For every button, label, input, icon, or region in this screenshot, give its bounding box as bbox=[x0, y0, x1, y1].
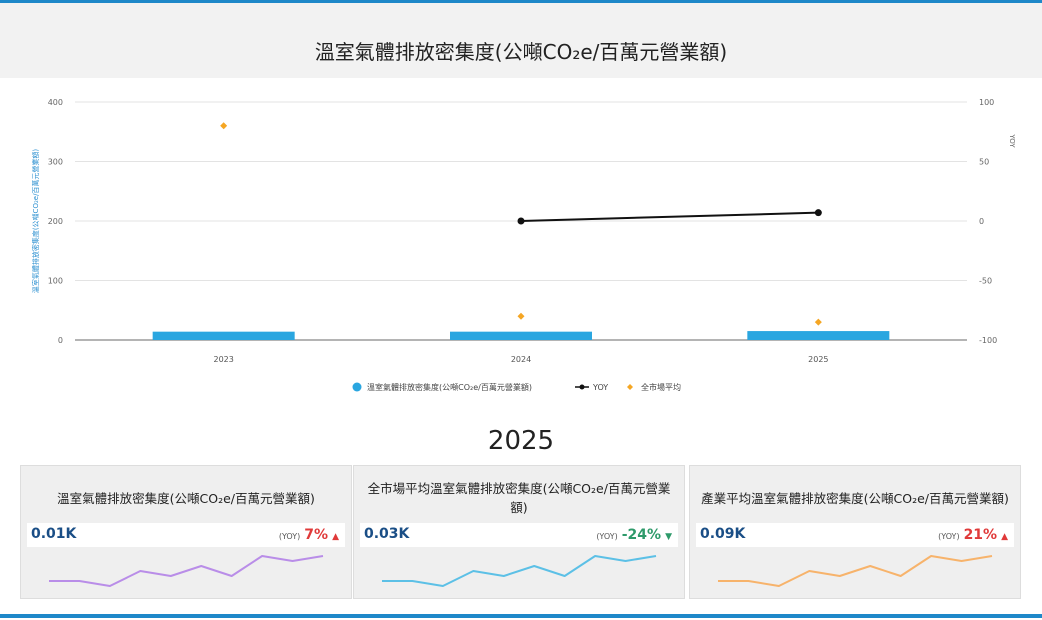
card-industry-average: 產業平均溫室氣體排放密集度(公噸CO₂e/百萬元營業額) 0.09K (YOY)… bbox=[689, 465, 1021, 599]
sparkline-path bbox=[49, 555, 324, 587]
y2-tick-label: -100 bbox=[979, 336, 997, 345]
trend-up-icon: ▲ bbox=[1001, 532, 1008, 542]
legend-label: 全市場平均 bbox=[641, 382, 681, 392]
card-title: 產業平均溫室氣體排放密集度(公噸CO₂e/百萬元營業額) bbox=[701, 490, 1009, 506]
main-chart: 0 100 200 300 400 -100 -50 0 50 100 2023 2024 2025 溫室… bbox=[31, 98, 1016, 392]
bottom-accent-bar bbox=[0, 614, 1042, 618]
bar bbox=[152, 331, 295, 340]
card-value: 0.03K bbox=[364, 526, 410, 542]
card-value-row: 0.01K (YOY) 7% ▲ bbox=[27, 523, 345, 547]
legend-line-marker bbox=[579, 384, 585, 390]
year-heading: 2025 bbox=[487, 426, 555, 456]
sparkline-path bbox=[718, 555, 993, 587]
y2-axis-label: YOY bbox=[1008, 133, 1016, 148]
y-axis-label: 溫室氣體排放密集度(公噸CO₂e/百萬元營業額) bbox=[31, 149, 40, 294]
card-title: 溫室氣體排放密集度(公噸CO₂e/百萬元營業額) bbox=[57, 490, 315, 506]
card-market-average: 全市場平均溫室氣體排放密集度(公噸CO₂e/百萬元營業額) 0.03K (YOY… bbox=[353, 465, 685, 599]
yoy-group: (YOY) 7% ▲ bbox=[279, 527, 339, 543]
sparkline bbox=[718, 555, 993, 587]
yoy-value: 7% bbox=[304, 527, 329, 543]
y-tick-label: 0 bbox=[58, 336, 63, 345]
yoy-label: (YOY) bbox=[596, 532, 618, 541]
y-tick-label: 400 bbox=[48, 98, 63, 107]
legend: 溫室氣體排放密集度(公噸CO₂e/百萬元營業額) YOY 全市場平均 bbox=[352, 382, 681, 392]
page-title: 溫室氣體排放密集度(公噸CO₂e/百萬元營業額) bbox=[314, 40, 728, 64]
card-value: 0.09K bbox=[700, 526, 746, 542]
card-value-row: 0.09K (YOY) 21% ▲ bbox=[696, 523, 1014, 547]
card-value: 0.01K bbox=[31, 526, 77, 542]
legend-diamond-icon bbox=[627, 384, 633, 390]
market-average-point bbox=[220, 122, 228, 130]
y2-tick-label: 100 bbox=[979, 98, 994, 107]
y-tick-label: 300 bbox=[48, 158, 63, 167]
y2-tick-label: -50 bbox=[979, 277, 992, 286]
y2-tick-label: 0 bbox=[979, 217, 984, 226]
yoy-value: 21% bbox=[963, 527, 998, 543]
yoy-group: (YOY) 21% ▲ bbox=[938, 527, 1008, 543]
yoy-label: (YOY) bbox=[938, 532, 960, 541]
y2-tick-label: 50 bbox=[979, 158, 989, 167]
bar bbox=[450, 331, 592, 340]
x-tick-label: 2023 bbox=[213, 355, 233, 364]
legend-label: 溫室氣體排放密集度(公噸CO₂e/百萬元營業額) bbox=[367, 382, 532, 392]
bar bbox=[747, 331, 890, 340]
market-average-point bbox=[517, 312, 525, 320]
x-tick-label: 2024 bbox=[511, 355, 531, 364]
yoy-value: -24% bbox=[621, 527, 662, 543]
yoy-point bbox=[517, 217, 525, 225]
yoy-point bbox=[814, 209, 822, 217]
card-value-row: 0.03K (YOY) -24% ▼ bbox=[360, 523, 678, 547]
trend-up-icon: ▲ bbox=[332, 532, 339, 542]
sparkline bbox=[49, 555, 324, 587]
yoy-group: (YOY) -24% ▼ bbox=[596, 527, 672, 543]
card-title: 全市場平均溫室氣體排放密集度(公噸CO₂e/百萬元營業額) bbox=[367, 481, 671, 515]
sparkline bbox=[382, 555, 657, 587]
trend-down-icon: ▼ bbox=[665, 532, 672, 542]
legend-bar-icon bbox=[352, 382, 362, 392]
y-tick-label: 200 bbox=[48, 217, 63, 226]
top-accent-bar bbox=[0, 0, 1042, 3]
legend-label: YOY bbox=[592, 383, 608, 392]
y-tick-label: 100 bbox=[48, 277, 63, 286]
sparkline-path bbox=[382, 555, 657, 587]
yoy-line bbox=[520, 211, 819, 222]
header-band bbox=[0, 3, 1042, 78]
yoy-label: (YOY) bbox=[278, 532, 301, 541]
x-tick-label: 2025 bbox=[808, 355, 828, 364]
market-average-point bbox=[814, 318, 822, 326]
card-intensity: 溫室氣體排放密集度(公噸CO₂e/百萬元營業額) 0.01K (YOY) 7% … bbox=[20, 465, 352, 599]
